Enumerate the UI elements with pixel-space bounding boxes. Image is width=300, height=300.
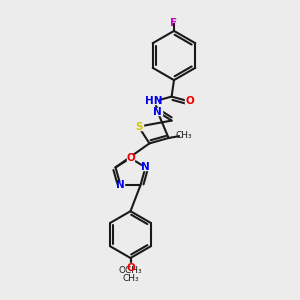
Text: F: F	[170, 17, 178, 28]
Bar	[149, 98, 158, 104]
Bar	[153, 108, 162, 115]
Text: N: N	[141, 162, 150, 172]
Bar	[185, 98, 191, 104]
Bar	[134, 123, 143, 130]
Text: HN: HN	[145, 96, 162, 106]
Text: CH₃: CH₃	[122, 274, 139, 283]
Text: N: N	[153, 106, 162, 117]
Text: OCH₃: OCH₃	[119, 266, 142, 275]
Bar	[142, 164, 149, 170]
Text: CH₃: CH₃	[175, 131, 192, 140]
Bar	[126, 275, 135, 281]
Bar	[180, 133, 187, 139]
Text: N: N	[116, 180, 125, 190]
Text: O: O	[185, 96, 194, 106]
Bar	[117, 182, 124, 188]
Bar	[127, 155, 134, 161]
Bar	[128, 263, 134, 269]
Text: O: O	[126, 263, 135, 273]
Text: O: O	[126, 153, 135, 163]
Bar	[125, 268, 136, 274]
Text: S: S	[135, 122, 142, 132]
